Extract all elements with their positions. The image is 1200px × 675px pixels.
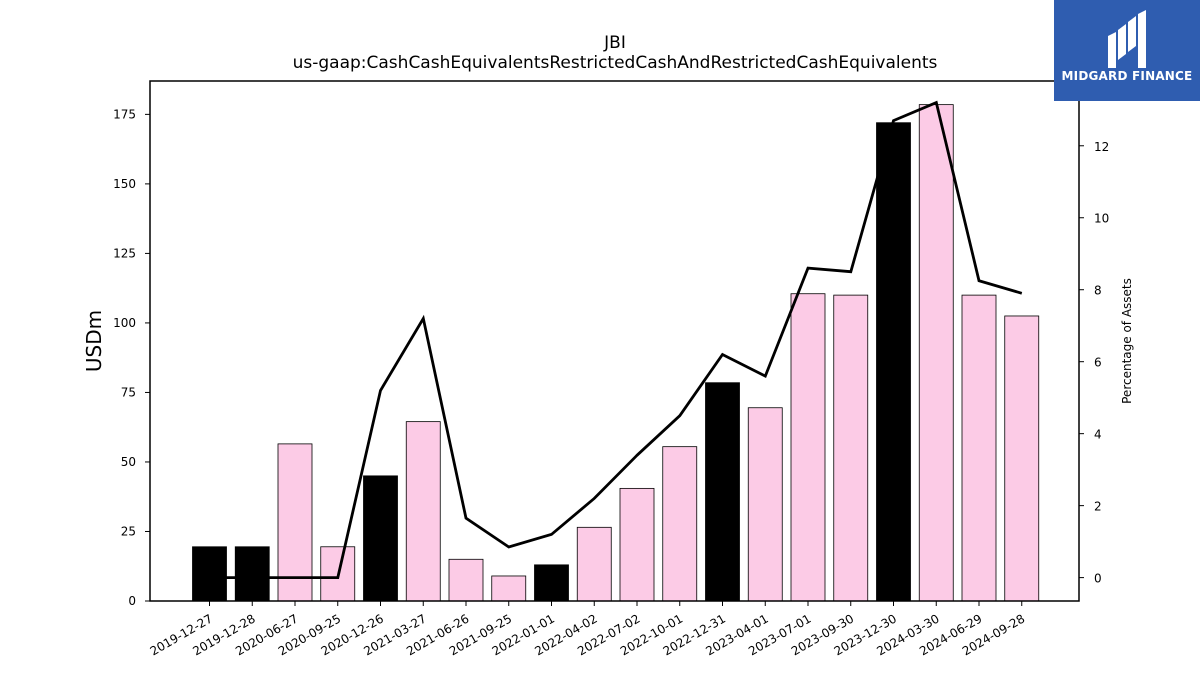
bar-2023-04-01 [747,407,783,602]
y-axis-label-left: USDm [82,310,106,372]
bar-2024-03-30 [918,104,954,602]
bar-2021-03-27 [405,421,441,602]
bar-2022-12-31 [705,382,740,602]
x-axis: 2019-12-272019-12-282020-06-272020-09-25… [148,601,1027,658]
bar-2022-01-01 [534,564,569,602]
left-tick-label: 75 [121,385,136,399]
bar-2019-12-27 [192,546,227,602]
right-tick-label: 6 [1094,356,1102,370]
bar-2023-09-30 [833,294,869,602]
right-tick-label: 4 [1094,428,1102,442]
logo-mark-icon [1108,10,1146,68]
bar-2022-10-01 [662,446,698,602]
chart-title: JBI [603,33,626,53]
bar-2020-12-26 [363,475,398,602]
right-tick-label: 10 [1094,212,1109,226]
bar-2024-06-29 [961,294,997,602]
left-tick-label: 0 [128,594,136,608]
bars-group [192,104,1040,602]
left-axis: 0 25 50 75 100 125 150 175 [113,107,150,608]
right-axis: 0 2 4 6 8 10 12 [1079,140,1109,586]
percentage-line [209,100,1023,579]
bar-2021-06-26 [448,558,484,602]
bar-2019-12-28 [234,546,270,602]
bar-2020-06-27 [277,443,313,602]
right-tick-label: 0 [1094,572,1102,586]
brand-logo: MIDGARD FINANCE [1054,0,1200,101]
bar-2022-04-02 [576,526,612,602]
bar-2023-07-01 [790,293,826,602]
bar-2024-09-28 [1004,315,1040,602]
chart-subtitle: us-gaap:CashCashEquivalentsRestrictedCas… [293,53,938,73]
left-tick-label: 150 [113,177,136,191]
right-tick-label: 8 [1094,284,1102,298]
plot-frame [149,80,1080,602]
right-tick-label: 2 [1094,500,1102,514]
left-tick-label: 175 [113,107,136,121]
left-tick-label: 50 [121,455,136,469]
bar-2022-07-02 [619,487,655,602]
right-tick-label: 12 [1094,140,1109,154]
bar-2023-12-30 [876,122,911,602]
left-tick-label: 25 [121,524,136,538]
line-group [209,100,1023,579]
left-tick-label: 125 [113,246,136,260]
bar-2021-09-25 [491,575,527,602]
left-tick-label: 100 [113,316,136,330]
y-axis-label-right: Percentage of Assets [1120,278,1134,404]
logo-text: MIDGARD FINANCE [1061,69,1193,83]
